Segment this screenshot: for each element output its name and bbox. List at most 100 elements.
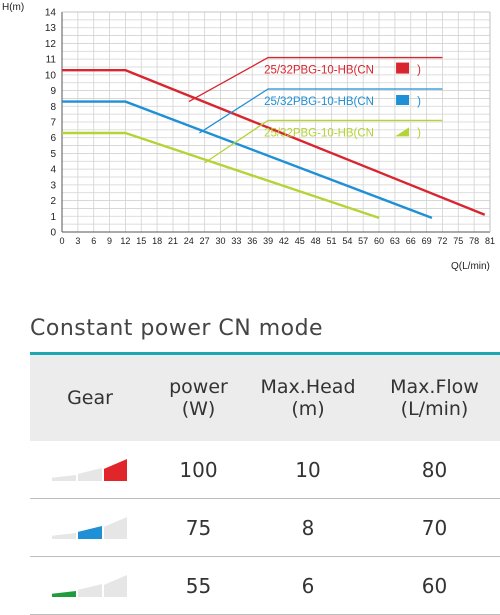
power-cell: 75 [150,498,247,557]
x-tick-labels: 0 3 6 9 12 15 18 21 24 27 30 33 36 39 42 45 48 51 54 57 60 63… [59,236,495,246]
header-gear: Gear [30,355,150,441]
gear-mark-icon [396,95,410,105]
header-power: power (W) [150,355,247,441]
table-header-row: Gear power (W) Max.Head (m) Max.Flow (L/min… [30,355,500,441]
x-tick-label: 21 [168,236,178,246]
flow-cell: 80 [369,441,500,499]
x-tick-label: 63 [390,236,400,246]
y-tick-label: 11 [46,55,57,66]
y-tick-label: 12 [45,39,57,50]
header-max-head: Max.Head (m) [247,355,369,441]
series-name-label: 25/32PBG-10-HB(CN [264,96,374,108]
x-tick-label: 12 [120,236,130,246]
header-max-flow: Max.Flow (L/min) [369,355,500,441]
flow-cell: 60 [369,556,500,615]
gear-level-icon [52,459,127,482]
x-tick-label: 60 [374,236,384,246]
pump-curve-chart: 0 3 6 9 12 15 18 21 24 27 30 33 36 39 42 45 48 51 54 57 60 63… [2,2,495,272]
gear-segment [104,459,127,482]
gear-segment [78,468,102,482]
x-tick-label: 18 [152,236,162,246]
chart-axes [61,11,491,233]
table-row: 75 8 70 [30,498,500,557]
table-row: 100 10 80 [30,441,500,499]
x-tick-label: 69 [422,236,432,246]
y-tick-label: 3 [50,180,56,191]
y-tick-label: 9 [50,86,56,97]
series-leader-line [188,56,443,103]
x-tick-label: 24 [184,236,194,246]
y-tick-label: 7 [50,118,56,129]
series-line [62,68,486,216]
series-label-suffix: ) [417,65,421,77]
gear-table: Gear power (W) Max.Head (m) Max.Flow (L/min… [30,355,500,615]
y-tick-label: 6 [50,133,56,144]
gear-segment [78,584,102,598]
series-name-label: 25/32PBG-10-HB(CN [264,65,374,77]
x-tick-label: 39 [263,236,273,246]
y-tick-label: 1 [50,212,56,223]
y-tick-label: 4 [50,165,56,176]
series-curves [62,68,486,219]
table-row: 55 6 60 [30,556,500,615]
x-axis-label: Q(L/min) [451,261,490,272]
x-tick-label: 48 [311,236,321,246]
y-tick-label: 0 [50,228,56,239]
gear-segment [78,526,102,540]
series-label-suffix: ) [417,96,421,108]
x-tick-label: 57 [358,236,368,246]
x-tick-label: 15 [136,236,146,246]
title-accent-line [30,352,500,355]
gear-cell [30,441,150,499]
x-tick-label: 42 [279,236,289,246]
series-name-label: 25/32PBG-10-HB(CN [264,127,374,139]
y-axis-label: H(m) [2,2,24,13]
section-title: Constant power CN mode [30,316,324,341]
x-tick-label: 81 [485,236,495,246]
gear-mark-icon [395,127,410,137]
gear-segment [52,533,76,540]
y-tick-label: 5 [50,149,56,160]
gear-segment [52,591,76,598]
x-tick-label: 9 [107,236,112,246]
x-tick-label: 36 [247,236,257,246]
gear-level-icon [52,575,127,598]
series-label-suffix: ) [417,127,421,139]
x-tick-label: 51 [326,236,336,246]
gear-segment [104,575,127,598]
head-cell: 10 [247,441,369,499]
x-tick-label: 30 [216,236,226,246]
y-tick-label: 13 [45,23,57,34]
x-tick-label: 0 [59,236,64,246]
gear-segment [104,517,127,540]
y-tick-label: 10 [45,70,57,81]
gear-mark-icon [396,62,410,74]
x-tick-label: 33 [231,236,241,246]
series-line [62,131,380,219]
x-tick-label: 66 [406,236,416,246]
gear-level-icon [52,517,127,540]
chart-grid [61,11,491,233]
x-tick-label: 6 [91,236,96,246]
x-tick-label: 78 [469,236,479,246]
y-tick-label: 8 [50,102,56,113]
series-leader-line [204,119,443,164]
y-tick-label: 2 [50,196,56,207]
series-line [62,100,433,219]
y-tick-label: 14 [45,8,57,19]
x-tick-label: 54 [342,236,352,246]
x-tick-label: 3 [75,236,80,246]
gear-cell [30,556,150,615]
series-leader-line [199,88,443,134]
x-tick-label: 45 [295,236,305,246]
series-labels: 25/32PBG-10-HB(CN) 25/32PBG-10-HB(CN) 25/3… [188,56,443,164]
x-tick-label: 72 [437,236,447,246]
head-cell: 8 [247,498,369,557]
x-tick-label: 27 [200,236,210,246]
gear-segment [52,475,76,482]
power-cell: 55 [150,556,247,615]
gear-cell [30,498,150,557]
flow-cell: 70 [369,498,500,557]
x-tick-label: 75 [453,236,463,246]
